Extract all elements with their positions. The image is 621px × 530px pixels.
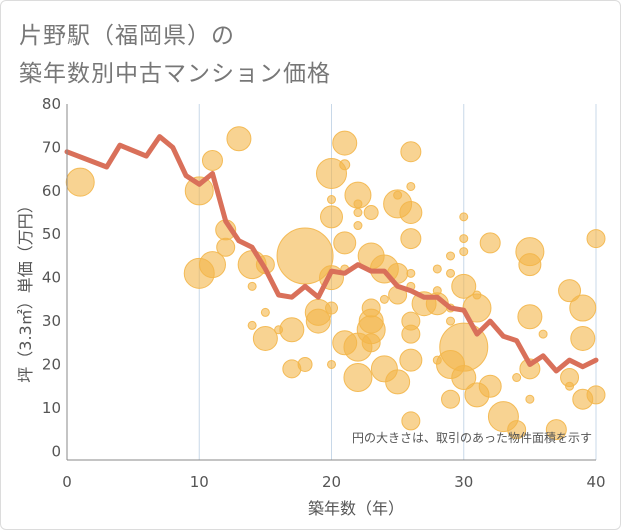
bubble-point [226,126,252,152]
bubble-point [305,308,331,334]
y-tick-label: 40 [42,269,61,287]
bubble-point [459,247,469,257]
bubble-point [320,205,343,229]
chart-title-line2: 築年数別中古マンション価格 [19,61,331,87]
bubble-point [327,195,336,205]
bubble-point [558,279,582,303]
bubble-point [399,201,423,225]
trend-line-layer [64,134,599,374]
bubble-point [441,389,461,409]
average-price-line [64,134,599,374]
bubble-point [393,190,403,200]
bubble-point [446,316,456,326]
x-tick-label: 0 [62,473,72,491]
bubble-point [401,411,421,431]
bubble-point [327,359,336,369]
bubble-point [570,325,596,351]
bubble-point [379,294,389,304]
bubble-point [201,149,223,171]
tick-labels: 0 10 20 30 40 0 10 20 30 40 50 60 70 80 [42,95,606,491]
bubble-point [297,356,313,372]
bubble-point [399,348,423,372]
bubble-point [478,374,502,398]
bubble-point [512,373,522,383]
bubble-point [316,157,347,189]
bubble-point [252,325,278,351]
bubble-point [361,298,381,318]
bubble-point [279,317,305,343]
bubble-point [260,307,270,317]
bubble-point [459,212,469,222]
bubble-point [572,388,594,410]
bubble-point [479,232,501,254]
y-tick-label: 50 [42,225,61,243]
bubble-point [545,419,567,441]
bubble-point [385,369,411,395]
axes [66,104,596,461]
x-tick-label: 10 [190,473,209,491]
bubble-point [451,365,477,391]
bubble-point [198,251,226,279]
bubble-layer [65,126,606,441]
y-tick-label: 10 [42,399,61,417]
bubble-point [565,381,575,391]
bubble-point [400,228,422,250]
y-tick-label: 0 [51,442,61,460]
bubble-point [569,294,597,322]
bubble-point [325,301,338,315]
bubble-point [446,268,456,278]
bubble-point [401,324,421,344]
bubble-point [406,181,416,191]
chart-annotation: 円の大きさは、取引のあった物件面積を示す [352,430,592,445]
y-tick-label: 30 [42,312,61,330]
bubble-point [353,199,363,209]
y-tick-label: 80 [42,95,61,113]
bubble-point [451,273,477,299]
x-tick-label: 40 [586,473,605,491]
bubble-point [459,234,469,244]
x-axis-label: 築年数（年） [308,499,404,518]
bubble-point [65,167,95,197]
y-axis-label: 坪（3.3㎡）単価（万円） [16,197,35,382]
bubble-point [517,304,543,330]
bubble-point [343,363,373,393]
y-tick-label: 70 [42,138,61,156]
bubble-point [586,229,606,249]
bubble-point [247,320,257,330]
bubble-point [332,130,358,156]
bubble-point [353,208,363,218]
bubble-point [432,264,442,274]
y-tick-label: 60 [42,182,61,200]
bubble-point [216,237,236,257]
bubble-point [333,231,357,255]
bubble-point [518,253,542,277]
bubble-point [400,141,422,163]
bubble-point [525,394,535,404]
bubble-point [446,251,456,261]
bubble-point [184,176,214,206]
x-tick-label: 20 [322,473,341,491]
bubble-point [353,221,363,231]
bubble-point [361,333,381,353]
bubble-point [507,420,527,440]
bubble-point [363,205,379,221]
chart-title-line1: 片野駅（福岡県）の [19,23,235,49]
bubble-point [339,159,351,171]
bubble-point [406,268,416,278]
bubble-point [538,329,548,339]
bubble-point [247,281,257,291]
bubble-point [472,290,482,300]
y-tick-label: 20 [42,355,61,373]
x-tick-label: 30 [454,473,473,491]
